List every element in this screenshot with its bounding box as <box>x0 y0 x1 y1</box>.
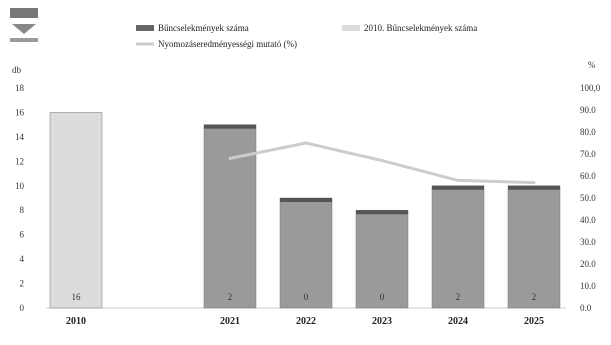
y-left-tick: 2 <box>20 279 25 289</box>
y-left-unit: db <box>12 65 22 75</box>
bar-label-2021: 2 <box>228 292 233 302</box>
y-right-tick: 30.0 <box>580 237 596 247</box>
y-left-tick: 14 <box>15 132 25 142</box>
rate-point <box>304 141 308 145</box>
bar-label-2025: 2 <box>532 292 537 302</box>
x-tick-2025: 2025 <box>524 316 544 327</box>
bar-2023 <box>355 209 409 309</box>
axes: db % 0 2 4 6 8 10 12 14 16 18 0.0 10.0 20.0 30.0 40.0 50.… <box>12 60 601 327</box>
bar-top-2023 <box>356 210 408 215</box>
y-left-tick: 4 <box>20 254 25 264</box>
legend-label-rate: Nyomozáseredményességi mutató (%) <box>158 39 297 49</box>
legend-swatch-2010 <box>342 25 360 31</box>
y-right-tick: 70.0 <box>580 149 596 159</box>
legend: Bűncselekmények száma 2010. Bűncselekmény… <box>136 23 477 49</box>
bar-2021 <box>203 124 257 309</box>
bar-top-2025 <box>508 185 560 190</box>
y-right-tick: 50.0 <box>580 193 596 203</box>
y-right-tick: 90.0 <box>580 105 596 115</box>
y-right-tick: 20.0 <box>580 259 596 269</box>
y-left-tick: 18 <box>15 83 25 93</box>
y-left-tick: 12 <box>15 156 24 166</box>
y-left-tick: 10 <box>15 181 25 191</box>
bar-top-2021 <box>204 124 256 129</box>
y-left-tick: 6 <box>20 230 25 240</box>
x-tick-2022: 2022 <box>296 316 316 327</box>
y-right-tick: 10.0 <box>580 281 596 291</box>
x-tick-2024: 2024 <box>448 316 468 327</box>
y-right-tick: 60.0 <box>580 171 596 181</box>
rate-line <box>228 141 536 185</box>
x-tick-2010: 2010 <box>66 316 86 327</box>
y-left-tick: 8 <box>20 205 25 215</box>
rate-line-path <box>229 141 535 185</box>
bar-label-2024: 2 <box>456 292 461 302</box>
bars <box>49 112 561 309</box>
police-logo <box>10 8 38 42</box>
y-right-tick: 80.0 <box>580 127 596 137</box>
labels: 16 2 0 0 2 2 <box>72 292 537 302</box>
y-left-tick: 16 <box>15 107 25 117</box>
bar-2010 <box>49 112 103 309</box>
y-right-tick: 40.0 <box>580 215 596 225</box>
bar-top-2024 <box>432 185 484 190</box>
y-right-tick: 0.0 <box>580 303 592 313</box>
bar-label-2023: 0 <box>380 292 385 302</box>
x-tick-2023: 2023 <box>372 316 392 327</box>
bar-label-2010: 16 <box>72 292 82 302</box>
y-left-tick: 0 <box>20 303 25 313</box>
x-tick-2021: 2021 <box>220 316 240 327</box>
bar-top-2022 <box>280 198 332 202</box>
bar-label-2022: 0 <box>304 292 309 302</box>
rate-point <box>456 178 460 182</box>
rate-point <box>532 181 536 185</box>
bar-2024 <box>431 185 485 309</box>
rate-point <box>380 159 384 163</box>
rate-point <box>228 156 232 160</box>
y-right-tick: 100,0 <box>580 83 601 93</box>
legend-swatch-bunc <box>136 25 154 31</box>
bar-2025 <box>507 185 561 309</box>
y-right-unit: % <box>588 60 596 70</box>
legend-label-2010: 2010. Bűncselekmények száma <box>364 23 477 33</box>
legend-label-bunc: Bűncselekmények száma <box>158 23 249 33</box>
